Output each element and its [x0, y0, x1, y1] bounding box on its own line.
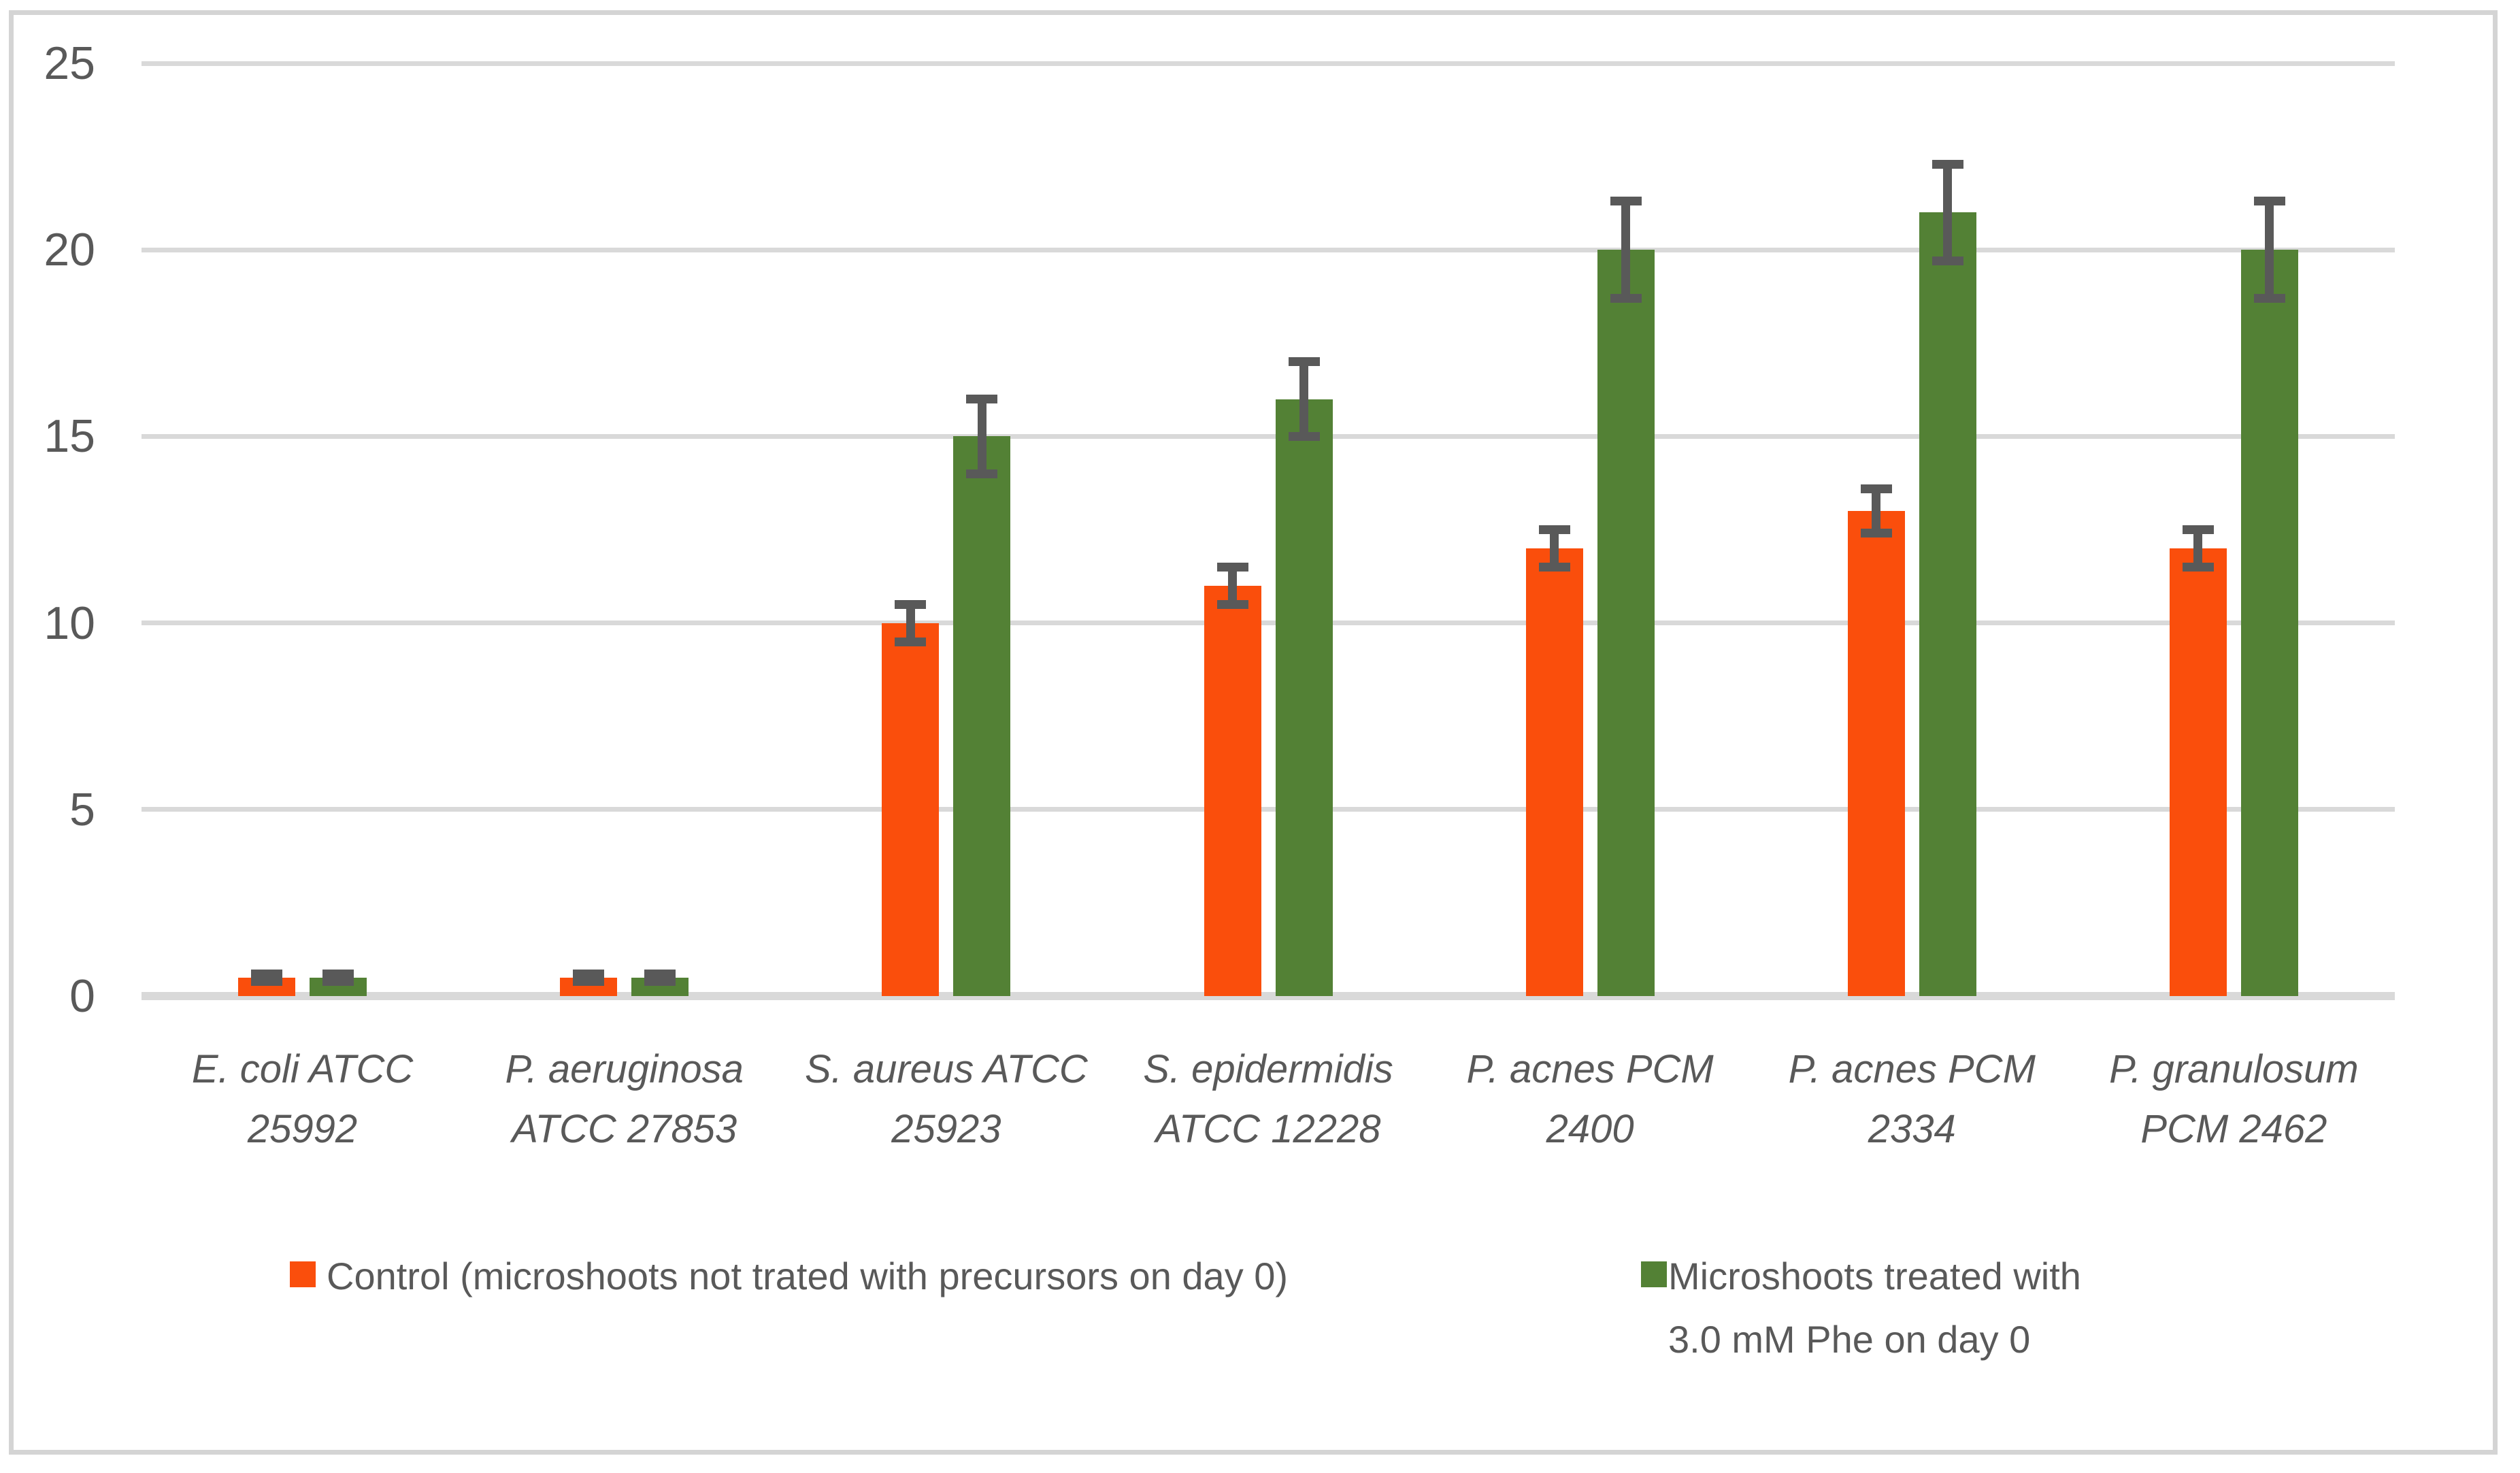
bar-control-3	[882, 623, 940, 996]
error-bar-whisker	[2265, 201, 2274, 299]
gridline-15	[142, 433, 2395, 439]
error-bar-cap-bottom	[1216, 599, 1248, 609]
bar-control-4	[1204, 585, 1261, 996]
error-bar-cap-top	[644, 969, 676, 978]
x-axis-category-label-line: PCM 2462	[2140, 1107, 2327, 1151]
x-axis-category-label-line: S. aureus ATCC	[804, 1047, 1088, 1091]
x-axis-category-label-line: P. aeruginosa	[505, 1047, 744, 1091]
error-bar-cap-bottom	[1288, 431, 1320, 441]
gridline-25	[142, 61, 2395, 66]
error-bar-whisker	[1621, 201, 1631, 299]
legend-label-treated: 3.0 mM Phe on day 0	[1668, 1318, 2031, 1361]
error-bar-cap-bottom	[966, 469, 998, 478]
error-bar-cap-top	[322, 969, 354, 978]
error-bar-cap-top	[1860, 484, 1892, 493]
bar-control-7	[2169, 548, 2227, 996]
error-bar-cap-bottom	[573, 976, 605, 986]
y-axis-tick-label: 5	[69, 783, 95, 835]
legend-label-control: Control (microshoots not trated with pre…	[327, 1255, 1289, 1297]
x-axis-category-label-line: 2334	[1868, 1107, 1956, 1151]
error-bar-whisker	[1872, 489, 1881, 533]
x-axis-category-label-line: 25923	[891, 1107, 1001, 1151]
error-bar-whisker	[1943, 164, 1953, 261]
error-bar-whisker	[1228, 567, 1237, 605]
x-axis-category-label-line: P. acnes PCM	[1466, 1047, 1714, 1091]
error-bar-cap-bottom	[895, 637, 927, 646]
legend-marker-treated	[1641, 1261, 1667, 1287]
x-axis-category-label-line: S. epidermidis	[1143, 1047, 1393, 1091]
x-axis-category-label-line: 25992	[247, 1107, 358, 1151]
x-axis-category-label-line: 2400	[1546, 1107, 1634, 1151]
bar-control-6	[1847, 511, 1905, 996]
gridline-20	[142, 247, 2395, 252]
error-bar-cap-top	[895, 599, 927, 609]
error-bar-cap-bottom	[2253, 293, 2285, 303]
x-axis-category-label: S. aureus ATCC 25923	[780, 1040, 1113, 1159]
legend-label-treated: Microshoots treated with	[1668, 1255, 2081, 1297]
error-bar-whisker	[977, 399, 987, 474]
x-axis-category-label-line: P. granulosum	[2109, 1047, 2359, 1091]
bar-treated-7	[2240, 250, 2298, 996]
x-axis-category-label-line: P. acnes PCM	[1788, 1047, 2036, 1091]
error-bar-cap-top	[1538, 525, 1570, 534]
bar-treated-6	[1919, 212, 1976, 996]
x-axis-category-label: P. acnes PCM 2334	[1745, 1040, 2078, 1159]
gridline-5	[142, 807, 2395, 812]
x-axis-category-label-line: E. coli ATCC	[191, 1047, 414, 1091]
y-axis-tick-label: 10	[44, 597, 95, 649]
error-bar-cap-top	[573, 969, 605, 978]
error-bar-cap-top	[251, 969, 283, 978]
error-bar-whisker	[1299, 361, 1308, 437]
y-axis-tick-label: 25	[44, 37, 95, 89]
error-bar-cap-bottom	[322, 976, 354, 986]
x-axis-category-label: P. granulosum PCM 2462	[2067, 1040, 2400, 1159]
error-bar-cap-top	[1216, 562, 1248, 572]
error-bar-cap-bottom	[1932, 256, 1963, 266]
error-bar-cap-top	[2182, 525, 2214, 534]
y-axis-tick-label: 20	[44, 224, 95, 276]
error-bar-cap-top	[966, 395, 998, 404]
error-bar-cap-bottom	[1860, 529, 1892, 538]
error-bar-whisker	[906, 604, 915, 642]
error-bar-cap-top	[1610, 197, 1642, 206]
y-axis-tick-label: 15	[44, 410, 95, 463]
bar-treated-4	[1275, 399, 1333, 996]
error-bar-cap-top	[1288, 357, 1320, 367]
x-axis-category-label: P. aeruginosa ATCC 27853	[458, 1040, 791, 1159]
error-bar-cap-bottom	[1610, 293, 1642, 303]
error-bar-whisker	[1550, 529, 1559, 567]
error-bar-whisker	[2193, 529, 2203, 567]
x-axis-category-label-line: ATCC 27853	[512, 1107, 737, 1151]
x-axis-category-label: P. acnes PCM 2400	[1423, 1040, 1757, 1159]
bar-treated-3	[953, 436, 1011, 996]
x-axis-line	[142, 992, 2395, 1000]
bar-control-5	[1525, 548, 1583, 996]
error-bar-cap-bottom	[644, 976, 676, 986]
bar-treated-5	[1597, 250, 1655, 996]
error-bar-cap-bottom	[251, 976, 283, 986]
x-axis-category-label: E. coli ATCC 25992	[136, 1040, 469, 1159]
gridline-10	[142, 620, 2395, 626]
error-bar-cap-bottom	[2182, 562, 2214, 572]
error-bar-cap-top	[2253, 197, 2285, 206]
x-axis-category-label-line: ATCC 12228	[1155, 1107, 1381, 1151]
x-axis-category-label: S. epidermidis ATCC 12228	[1101, 1040, 1435, 1159]
y-axis-tick-label: 0	[69, 970, 95, 1022]
error-bar-cap-bottom	[1538, 562, 1570, 572]
error-bar-cap-top	[1932, 159, 1963, 169]
legend-marker-control	[290, 1261, 316, 1287]
